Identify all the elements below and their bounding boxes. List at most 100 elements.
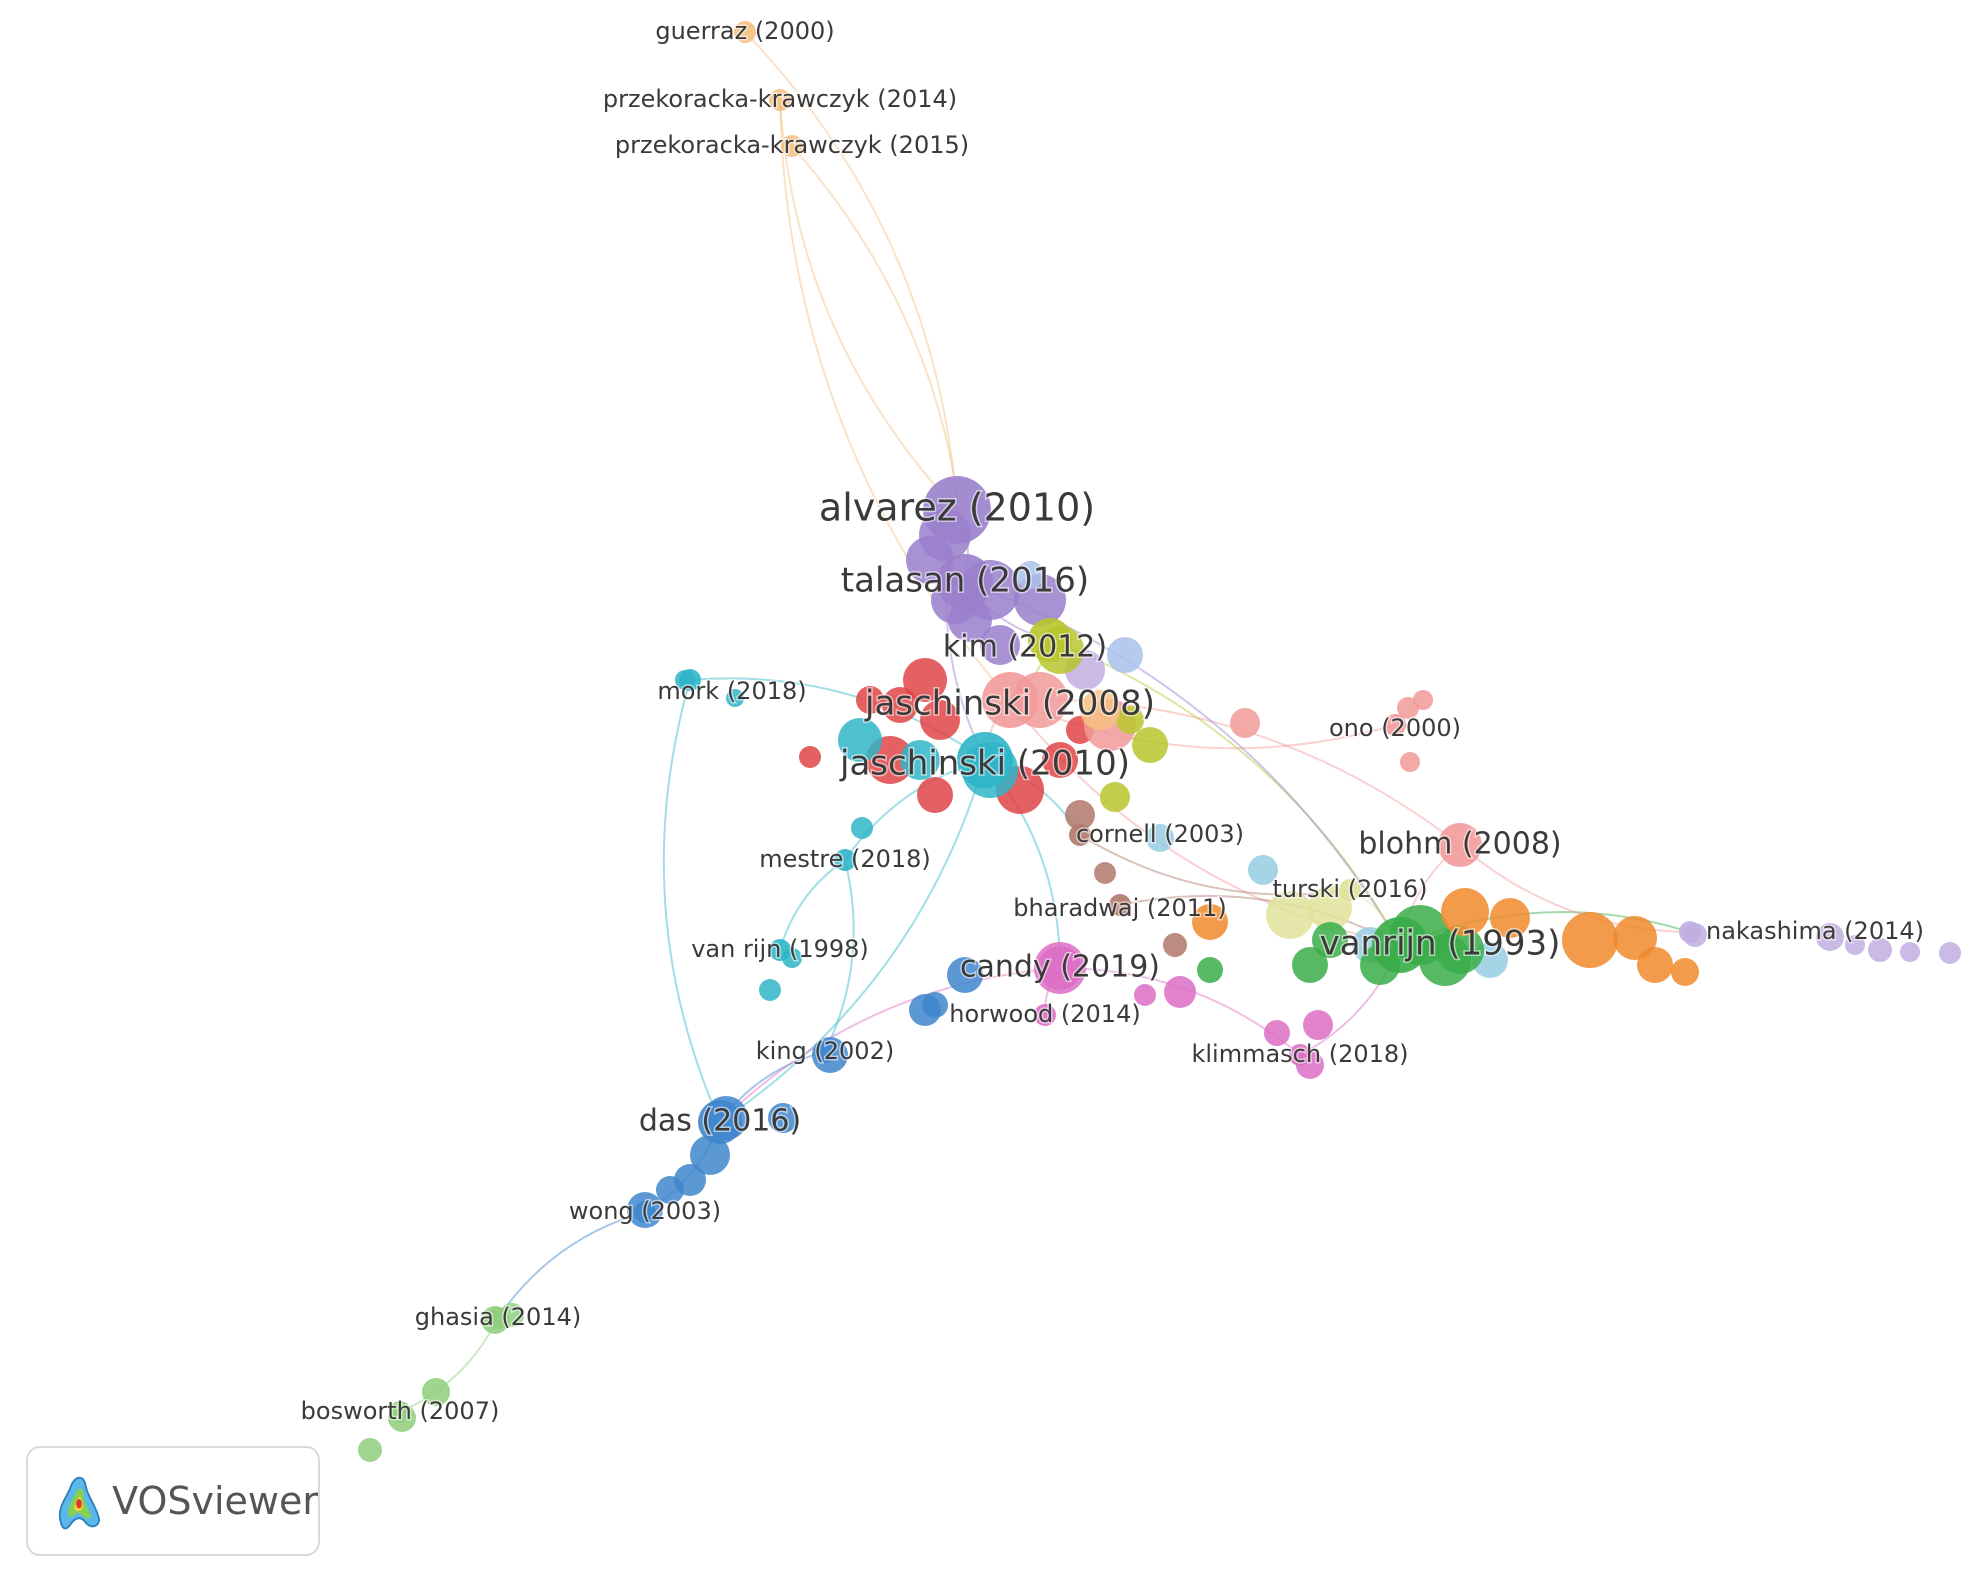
cluster-bubble xyxy=(799,746,821,768)
node-label-king2002[interactable]: king (2002) xyxy=(754,1036,895,1067)
node-label-das2016[interactable]: das (2016) xyxy=(637,1102,802,1140)
node-nakashima2014[interactable] xyxy=(1679,921,1701,943)
node-label-cornell2003[interactable]: cornell (2003) xyxy=(1074,819,1245,850)
cluster-bubble xyxy=(1562,912,1618,968)
node-label-turski2016[interactable]: turski (2016) xyxy=(1271,874,1429,905)
node-label-blohm2008[interactable]: blohm (2008) xyxy=(1357,825,1563,863)
node-label-pk2015[interactable]: przekoracka-krawczyk (2015) xyxy=(613,130,970,161)
node-vanrijn1993[interactable] xyxy=(1372,917,1428,973)
link xyxy=(744,31,958,511)
vosviewer-logo-badge: VOSviewer xyxy=(26,1446,320,1556)
cluster-bubble xyxy=(1400,752,1420,772)
node-horwood2014[interactable] xyxy=(1034,1004,1056,1026)
node-label-candy2019[interactable]: candy (2019) xyxy=(959,948,1162,986)
node-bosworth2007[interactable] xyxy=(389,1401,411,1423)
cluster-bubble xyxy=(1042,742,1078,778)
cluster-bubble xyxy=(656,1176,684,1204)
labels-layer: guerraz (2000) przekoracka-krawczyk (2014… xyxy=(299,16,1925,1427)
cluster-bubble xyxy=(920,700,960,740)
node-label-talasan2016[interactable]: talasan (2016) xyxy=(839,559,1090,602)
node-ghasia2014[interactable] xyxy=(487,1307,509,1329)
cluster-bubble xyxy=(1413,690,1433,710)
node-label-horwood2014[interactable]: horwood (2014) xyxy=(948,999,1142,1030)
node-blohm2008[interactable] xyxy=(1438,823,1482,867)
cluster-bubble xyxy=(1264,1020,1290,1046)
node-turski2016[interactable] xyxy=(1339,879,1361,901)
node-jaschinski2010[interactable] xyxy=(957,732,1013,788)
node-label-bharadwaj2011[interactable]: bharadwaj (2011) xyxy=(1012,893,1228,924)
node-label-ghasia2014[interactable]: ghasia (2014) xyxy=(413,1302,582,1333)
node-label-mestre2018[interactable]: mestre (2018) xyxy=(758,844,933,875)
node-bharadwaj2011[interactable] xyxy=(1109,894,1131,916)
link xyxy=(779,99,958,511)
node-klimmasch2018[interactable] xyxy=(1289,1044,1311,1066)
cluster-bubble xyxy=(1248,855,1278,885)
link xyxy=(497,1211,646,1319)
cluster-bubble xyxy=(1192,904,1228,940)
cluster-bubble xyxy=(690,1135,730,1175)
node-candy2019[interactable] xyxy=(1038,946,1082,990)
node-jaschinski2008[interactable] xyxy=(982,672,1038,728)
cluster-bubble xyxy=(947,957,983,993)
nodes-layer xyxy=(389,21,1701,1423)
cluster-bubble xyxy=(980,625,1020,665)
cluster-bubble xyxy=(1163,933,1187,957)
node-alvarez2010[interactable] xyxy=(923,476,991,544)
node-cornell2003[interactable] xyxy=(1069,824,1091,846)
cluster-bubble xyxy=(1094,862,1116,884)
cluster-bubble xyxy=(1436,926,1484,974)
node-pk2015[interactable] xyxy=(781,135,803,157)
cluster-bubble xyxy=(1065,800,1095,830)
link xyxy=(1459,844,1691,933)
cluster-bubble xyxy=(1868,938,1892,962)
node-mork2018[interactable] xyxy=(679,669,701,691)
node-talasan2016[interactable] xyxy=(937,554,993,610)
node-label-guerraz2000[interactable]: guerraz (2000) xyxy=(654,16,836,47)
node-label-bosworth2007[interactable]: bosworth (2007) xyxy=(299,1396,501,1427)
node-label-jaschinski2010[interactable]: jaschinski (2010) xyxy=(838,742,1132,785)
cluster-bubble xyxy=(851,817,873,839)
node-label-vanrijn1998[interactable]: van rijn (1998) xyxy=(690,934,871,965)
node-vanrijn1998[interactable] xyxy=(769,939,791,961)
cluster-bubble xyxy=(922,992,948,1018)
cluster-bubble xyxy=(1939,942,1961,964)
node-label-mork2018[interactable]: mork (2018) xyxy=(656,676,808,707)
node-wong2003[interactable] xyxy=(634,1201,656,1223)
cluster-bubble xyxy=(1671,958,1699,986)
node-label-vanrijn1993[interactable]: vanrijn (1993) xyxy=(1318,922,1562,965)
cluster-bubble xyxy=(1292,947,1328,983)
vosviewer-logo-text: VOSviewer xyxy=(112,1479,318,1523)
cluster-bubble xyxy=(1490,898,1530,938)
cluster-bubble xyxy=(1016,561,1044,589)
node-kim2012[interactable] xyxy=(1028,618,1072,662)
cluster-bubble xyxy=(1845,935,1865,955)
cluster-bubble xyxy=(1100,782,1130,812)
node-pk2014[interactable] xyxy=(769,89,791,111)
node-label-klimmasch2018[interactable]: klimmasch (2018) xyxy=(1190,1039,1410,1070)
node-king2002[interactable] xyxy=(814,1041,836,1063)
cluster-bubble xyxy=(726,689,744,707)
cluster-bubble xyxy=(1266,891,1314,939)
cluster-bubble xyxy=(358,1438,382,1462)
node-mestre2018[interactable] xyxy=(834,849,856,871)
cluster-bubble xyxy=(1134,984,1156,1006)
node-label-nakashima2014[interactable]: nakashima (2014) xyxy=(1704,916,1925,947)
node-label-jaschinski2008[interactable]: jaschinski (2008) xyxy=(863,682,1157,725)
node-das2016[interactable] xyxy=(698,1100,742,1144)
node-guerraz2000[interactable] xyxy=(734,21,756,43)
cluster-bubble xyxy=(759,979,781,1001)
node-ono2000[interactable] xyxy=(1384,714,1406,736)
node-label-wong2003[interactable]: wong (2003) xyxy=(567,1196,722,1227)
node-label-alvarez2010[interactable]: alvarez (2010) xyxy=(817,484,1096,531)
cluster-bubble xyxy=(1107,637,1143,673)
cluster-bubble xyxy=(1197,957,1223,983)
cluster-bubble xyxy=(903,658,947,702)
cluster-bubble xyxy=(882,687,918,723)
link xyxy=(1009,699,1396,750)
node-label-ono2000[interactable]: ono (2000) xyxy=(1327,713,1462,744)
node-label-kim2012[interactable]: kim (2012) xyxy=(941,628,1108,666)
node-label-pk2014[interactable]: przekoracka-krawczyk (2014) xyxy=(601,84,958,115)
link xyxy=(662,679,721,1123)
cluster-bubble xyxy=(1164,976,1196,1008)
cluster-bubble xyxy=(1230,708,1260,738)
